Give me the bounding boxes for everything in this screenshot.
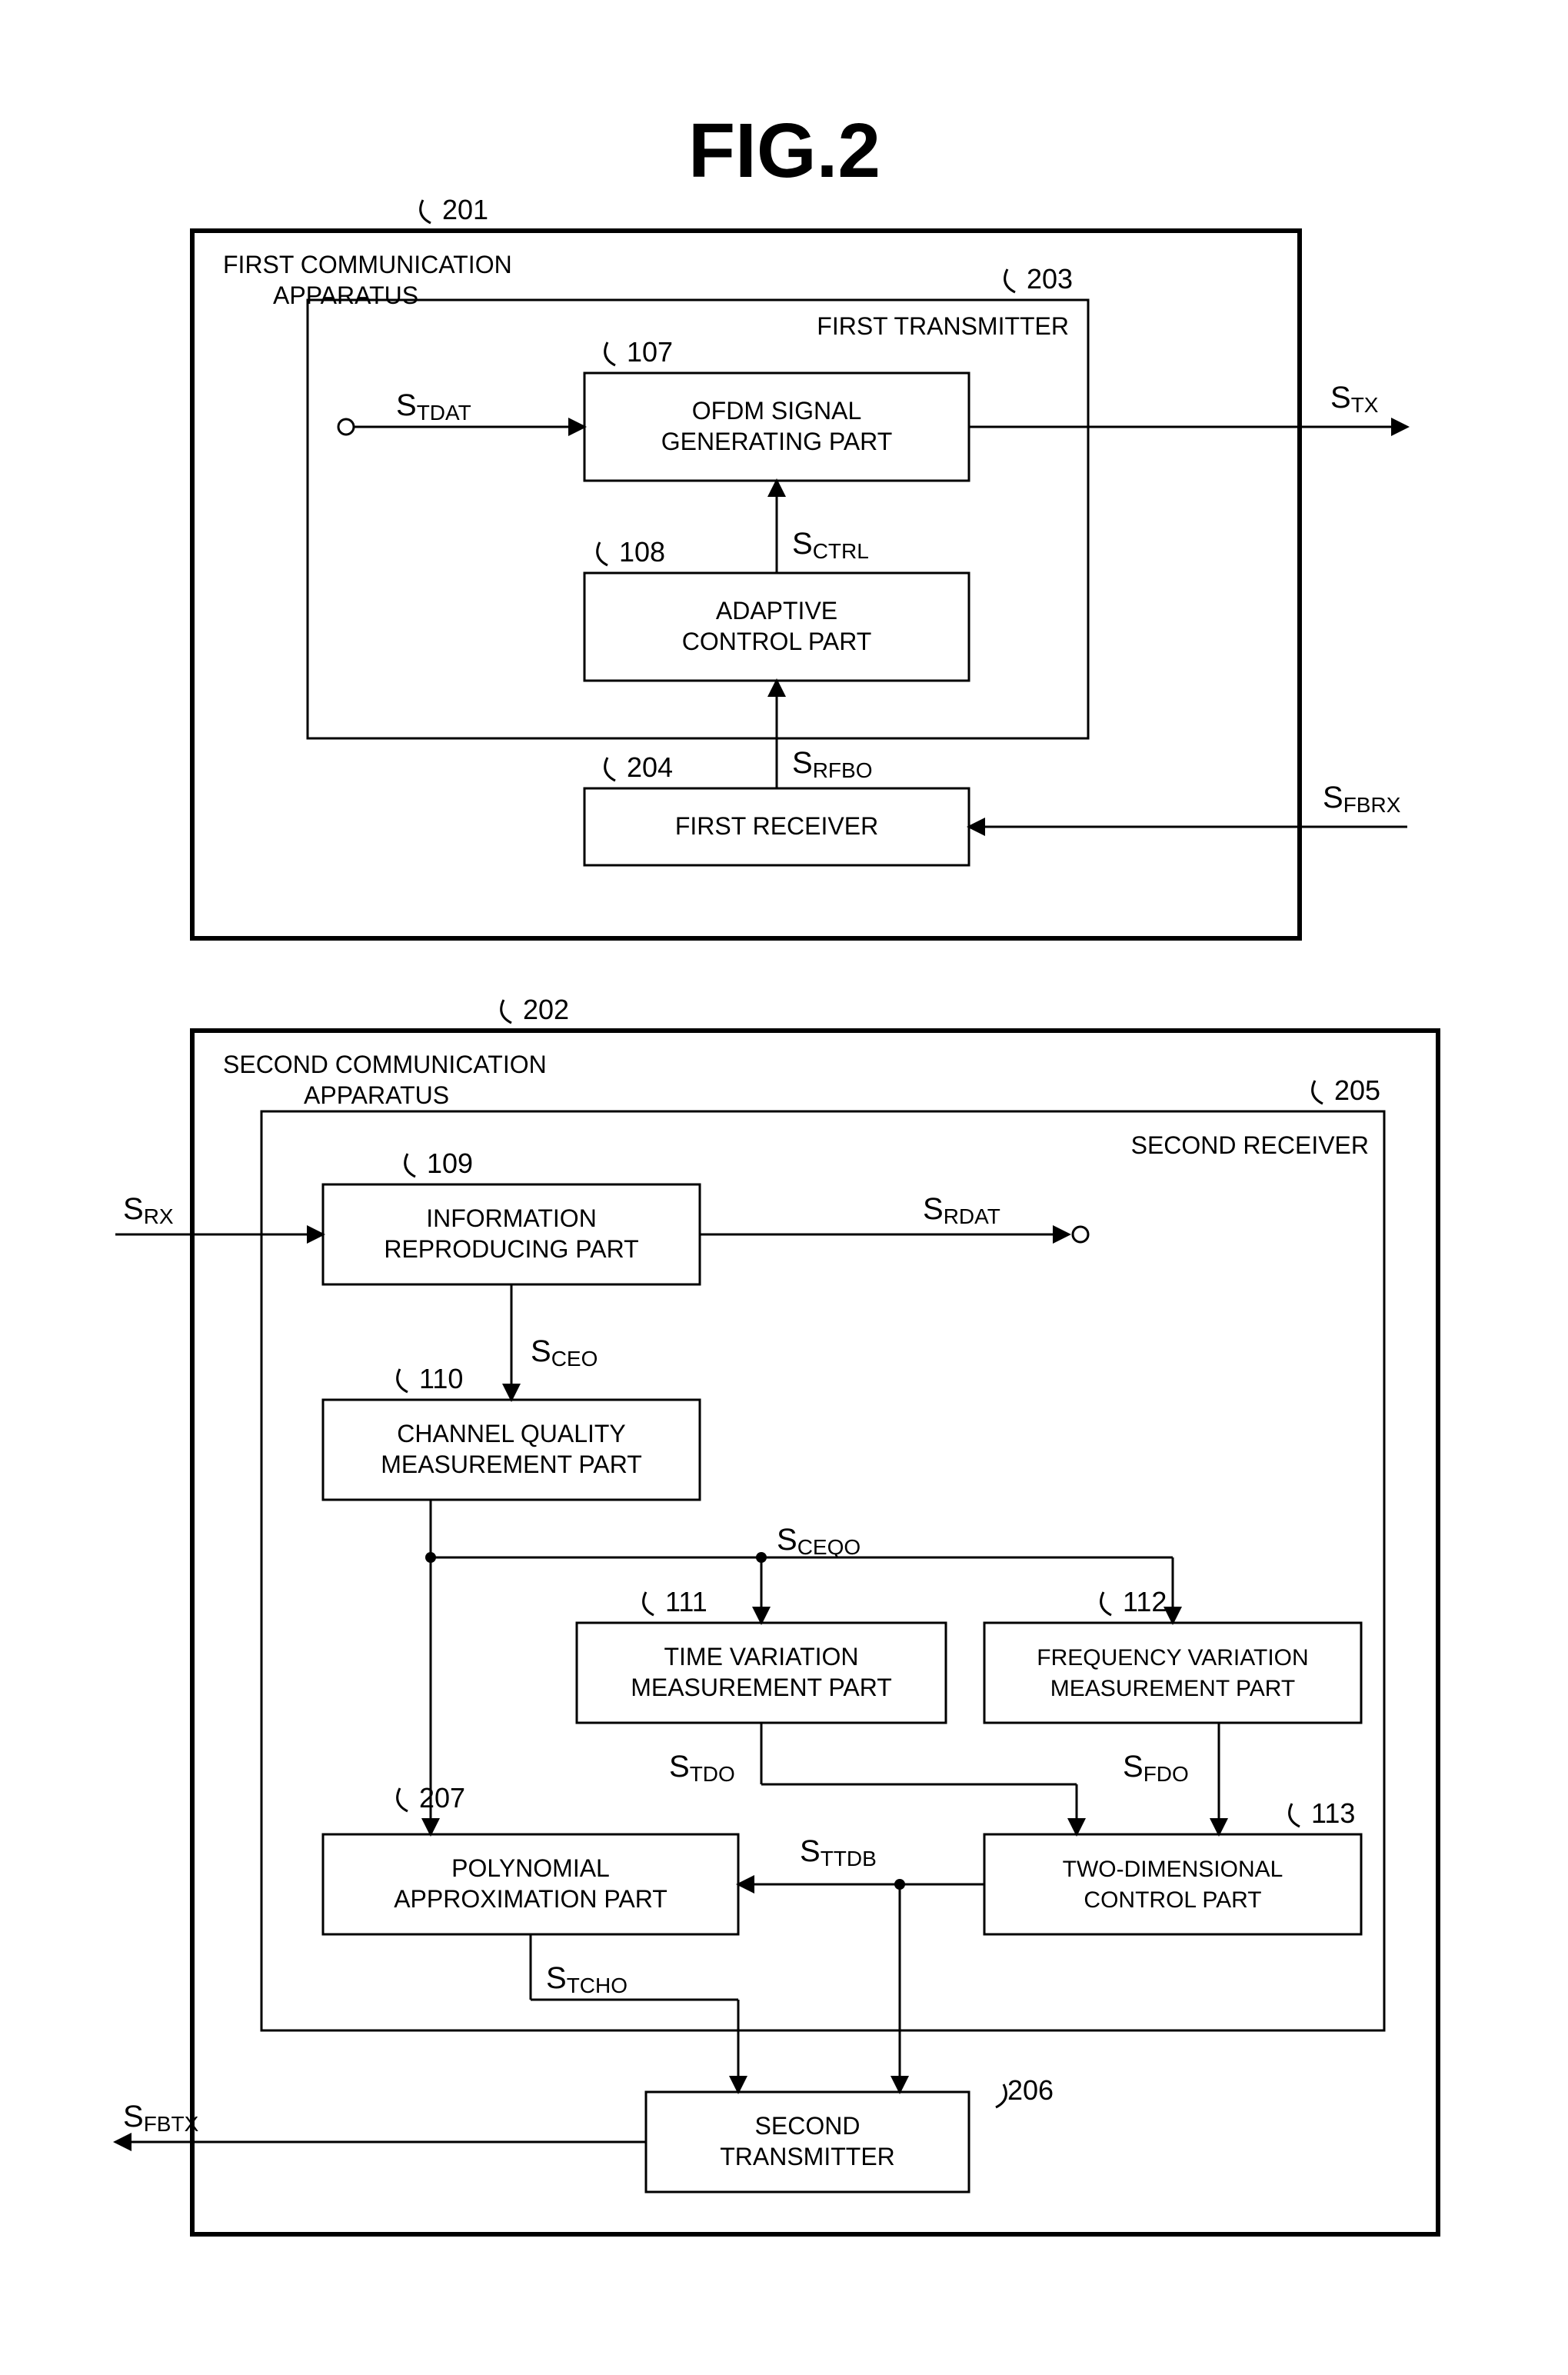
block-207 (323, 1834, 738, 1934)
port-stdat (338, 419, 354, 435)
sig-sfbtx: SFBTX (123, 2100, 199, 2136)
ref-201: 201 (442, 194, 488, 225)
label-107-l2: GENERATING PART (661, 428, 892, 455)
sig-srx: SRX (123, 1192, 174, 1228)
label-107-l1: OFDM SIGNAL (692, 397, 861, 425)
ref-202: 202 (523, 994, 569, 1025)
block-110 (323, 1400, 700, 1500)
ref-111: 111 (665, 1586, 707, 1617)
ref-108: 108 (619, 536, 665, 568)
label-111-l2: MEASUREMENT PART (631, 1674, 892, 1701)
ref-109: 109 (427, 1148, 473, 1179)
label-109-l1: INFORMATION (426, 1204, 597, 1232)
ref-113: 113 (1311, 1797, 1355, 1829)
ref-203: 203 (1027, 263, 1073, 295)
label-108-l1: ADAPTIVE (716, 597, 837, 625)
sig-stx: STX (1330, 381, 1379, 417)
label-206-l1: SECOND (755, 2112, 861, 2140)
label-112-l2: MEASUREMENT PART (1050, 1676, 1295, 1701)
sig-stdat: STDAT (396, 388, 471, 425)
label-206-l2: TRANSMITTER (720, 2143, 895, 2170)
sig-srdat: SRDAT (923, 1192, 1000, 1228)
figure-title: FIG.2 (688, 108, 881, 194)
ref-205: 205 (1334, 1074, 1380, 1106)
label-112-l1: FREQUENCY VARIATION (1037, 1645, 1308, 1670)
sig-sctrl: SCTRL (792, 527, 869, 563)
sig-sfbrx: SFBRX (1323, 781, 1401, 817)
block-107 (584, 373, 969, 481)
sig-stdo: STDO (669, 1750, 735, 1786)
label-111-l1: TIME VARIATION (664, 1643, 858, 1670)
figure-svg: FIG.2 201 FIRST COMMUNICATION APPARATUS … (0, 0, 1568, 2375)
label-201-l2: APPARATUS (273, 281, 418, 309)
label-204: FIRST RECEIVER (675, 812, 878, 840)
ref-207: 207 (419, 1782, 465, 1814)
ref-110: 110 (419, 1363, 463, 1394)
block-206 (646, 2092, 969, 2192)
port-srdat (1073, 1227, 1088, 1242)
label-110-l2: MEASUREMENT PART (381, 1451, 642, 1478)
node-sceqo-b (756, 1552, 767, 1563)
label-113-l2: CONTROL PART (1084, 1887, 1261, 1913)
block-113 (984, 1834, 1361, 1934)
label-202-l1: SECOND COMMUNICATION (223, 1051, 547, 1078)
sig-sceqo: SCEQO (777, 1523, 861, 1559)
label-207-l2: APPROXIMATION PART (394, 1885, 667, 1913)
block-112 (984, 1623, 1361, 1723)
sig-sfdo: SFDO (1123, 1750, 1189, 1786)
ref-206: 206 (1007, 2074, 1054, 2106)
block-108 (584, 573, 969, 681)
label-113-l1: TWO-DIMENSIONAL (1063, 1857, 1283, 1882)
label-202-l2: APPARATUS (304, 1081, 449, 1109)
sig-sttdb: STTDB (800, 1834, 877, 1870)
sig-stcho: STCHO (546, 1961, 628, 1997)
ref-112: 112 (1123, 1586, 1167, 1617)
label-203: FIRST TRANSMITTER (817, 312, 1069, 340)
ref-107: 107 (627, 336, 673, 368)
ref-204: 204 (627, 751, 673, 783)
label-109-l2: REPRODUCING PART (384, 1235, 638, 1263)
label-207-l1: POLYNOMIAL (451, 1854, 610, 1882)
sig-srfbo: SRFBO (792, 746, 872, 782)
label-108-l2: CONTROL PART (682, 628, 872, 655)
block-109 (323, 1184, 700, 1284)
label-205: SECOND RECEIVER (1131, 1131, 1369, 1159)
label-110-l1: CHANNEL QUALITY (397, 1420, 626, 1447)
block-111 (577, 1623, 946, 1723)
sig-sceo: SCEO (531, 1334, 598, 1371)
label-201-l1: FIRST COMMUNICATION (223, 251, 512, 278)
